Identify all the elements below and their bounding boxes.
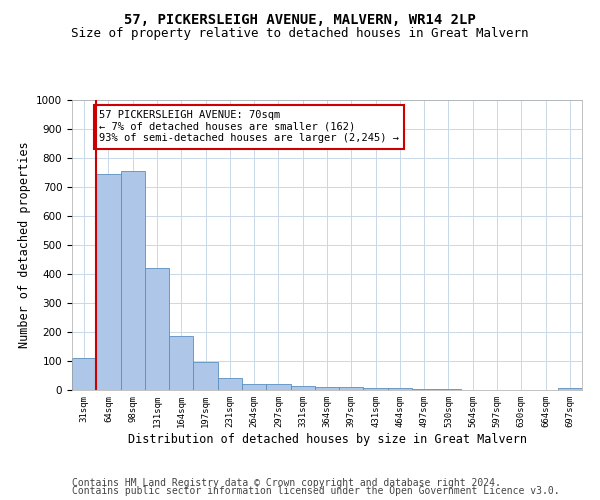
Bar: [218, 378, 242, 390]
Text: 57, PICKERSLEIGH AVENUE, MALVERN, WR14 2LP: 57, PICKERSLEIGH AVENUE, MALVERN, WR14 2…: [124, 12, 476, 26]
Y-axis label: Number of detached properties: Number of detached properties: [17, 142, 31, 348]
Bar: [72, 358, 96, 390]
Text: Contains public sector information licensed under the Open Government Licence v3: Contains public sector information licen…: [72, 486, 560, 496]
Bar: [436, 389, 461, 390]
Bar: [315, 386, 339, 390]
Bar: [364, 388, 388, 390]
Text: 57 PICKERSLEIGH AVENUE: 70sqm
← 7% of detached houses are smaller (162)
93% of s: 57 PICKERSLEIGH AVENUE: 70sqm ← 7% of de…: [99, 110, 399, 144]
Bar: [145, 268, 169, 390]
Bar: [388, 388, 412, 390]
Bar: [558, 388, 582, 390]
Bar: [242, 384, 266, 390]
Bar: [266, 384, 290, 390]
Text: Size of property relative to detached houses in Great Malvern: Size of property relative to detached ho…: [71, 28, 529, 40]
Text: Contains HM Land Registry data © Crown copyright and database right 2024.: Contains HM Land Registry data © Crown c…: [72, 478, 501, 488]
Bar: [290, 386, 315, 390]
Bar: [169, 336, 193, 390]
Bar: [412, 388, 436, 390]
Bar: [193, 362, 218, 390]
Bar: [121, 171, 145, 390]
Bar: [96, 174, 121, 390]
X-axis label: Distribution of detached houses by size in Great Malvern: Distribution of detached houses by size …: [128, 432, 527, 446]
Bar: [339, 386, 364, 390]
